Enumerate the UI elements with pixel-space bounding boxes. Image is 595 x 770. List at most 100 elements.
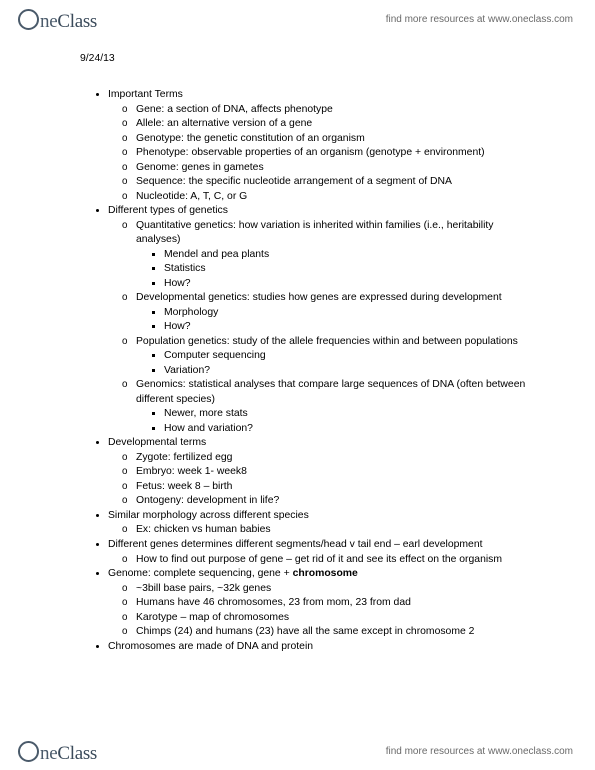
outline-item: Genome: genes in gametes bbox=[136, 161, 540, 175]
outline-level-3: Computer sequencing Variation? bbox=[136, 349, 540, 378]
footer-bar: neClass find more resources at www.onecl… bbox=[0, 732, 595, 770]
outline-item-text: Humans have 46 chromosomes, 23 from mom,… bbox=[136, 597, 411, 608]
outline-item-text: Embryo: week 1- week8 bbox=[136, 466, 247, 477]
outline-item-text: Variation? bbox=[164, 365, 210, 376]
document-body: 9/24/13 Important Terms Gene: a section o… bbox=[80, 52, 540, 654]
logo-text-light: ne bbox=[40, 11, 57, 32]
outline-item-text: How and variation? bbox=[164, 423, 253, 434]
outline-item: How? bbox=[164, 277, 540, 291]
header-tagline: find more resources at www.oneclass.com bbox=[386, 14, 573, 25]
logo-text-footer: neClass bbox=[40, 743, 97, 765]
outline-item-text: Developmental terms bbox=[108, 437, 206, 448]
outline-item: Genomics: statistical analyses that comp… bbox=[136, 378, 540, 435]
document-date: 9/24/13 bbox=[80, 52, 540, 66]
outline-item-text: Quantitative genetics: how variation is … bbox=[136, 220, 494, 245]
outline-item-text: Genomics: statistical analyses that comp… bbox=[136, 379, 525, 404]
outline-level-2: Zygote: fertilized egg Embryo: week 1- we… bbox=[108, 451, 540, 509]
outline-item: Chromosomes are made of DNA and protein bbox=[108, 640, 540, 654]
outline-item: Variation? bbox=[164, 364, 540, 378]
outline-item: Chimps (24) and humans (23) have all the… bbox=[136, 625, 540, 639]
outline-item: How to find out purpose of gene – get ri… bbox=[136, 553, 540, 567]
outline-item: Important Terms Gene: a section of DNA, a… bbox=[108, 88, 540, 204]
outline-item-text: Zygote: fertilized egg bbox=[136, 452, 232, 463]
outline-item: Different genes determines different seg… bbox=[108, 538, 540, 567]
outline-item: Genotype: the genetic constitution of an… bbox=[136, 132, 540, 146]
outline-item-text: Morphology bbox=[164, 307, 218, 318]
outline-item-text: Developmental genetics: studies how gene… bbox=[136, 292, 502, 303]
outline-item-text: How? bbox=[164, 278, 191, 289]
outline-item-text: Fetus: week 8 – birth bbox=[136, 481, 232, 492]
outline-item-text: Statistics bbox=[164, 263, 206, 274]
outline-item: Mendel and pea plants bbox=[164, 248, 540, 262]
logo-text-light-footer: ne bbox=[40, 743, 57, 764]
outline-item: Zygote: fertilized egg bbox=[136, 451, 540, 465]
logo-circle-icon bbox=[18, 9, 39, 30]
outline-item: Different types of genetics Quantitative … bbox=[108, 204, 540, 435]
outline-item-text: Sequence: the specific nucleotide arrang… bbox=[136, 176, 452, 187]
outline-item-text: Chimps (24) and humans (23) have all the… bbox=[136, 626, 474, 637]
outline-item: Genome: complete sequencing, gene + chro… bbox=[108, 567, 540, 639]
outline-item-text: ~3bill base pairs, ~32k genes bbox=[136, 583, 271, 594]
outline-item: Nucleotide: A, T, C, or G bbox=[136, 190, 540, 204]
outline-item-text: Important Terms bbox=[108, 89, 183, 100]
outline-item: Population genetics: study of the allele… bbox=[136, 335, 540, 378]
outline-level-2: Quantitative genetics: how variation is … bbox=[108, 219, 540, 436]
outline-item-text: Genome: genes in gametes bbox=[136, 162, 264, 173]
outline-item-text: Ontogeny: development in life? bbox=[136, 495, 279, 506]
brand-logo: neClass bbox=[18, 6, 97, 33]
outline-item-text: Different types of genetics bbox=[108, 205, 228, 216]
outline-item-text: Genotype: the genetic constitution of an… bbox=[136, 133, 365, 144]
outline-item-text: How? bbox=[164, 321, 191, 332]
outline-item-text: Ex: chicken vs human babies bbox=[136, 524, 271, 535]
outline-item: Gene: a section of DNA, affects phenotyp… bbox=[136, 103, 540, 117]
outline-item: How? bbox=[164, 320, 540, 334]
brand-logo-footer: neClass bbox=[18, 738, 97, 765]
outline-item: Morphology bbox=[164, 306, 540, 320]
outline-item: How and variation? bbox=[164, 422, 540, 436]
outline-item: Allele: an alternative version of a gene bbox=[136, 117, 540, 131]
outline-item-text: Phenotype: observable properties of an o… bbox=[136, 147, 485, 158]
logo-text-bold-footer: Class bbox=[57, 743, 97, 764]
outline-item: Fetus: week 8 – birth bbox=[136, 480, 540, 494]
outline-item-text: Karotype – map of chromosomes bbox=[136, 612, 289, 623]
outline-level-3: Newer, more stats How and variation? bbox=[136, 407, 540, 436]
outline-item-text: Population genetics: study of the allele… bbox=[136, 336, 518, 347]
outline-item: Karotype – map of chromosomes bbox=[136, 611, 540, 625]
outline-item-text: Chromosomes are made of DNA and protein bbox=[108, 641, 313, 652]
outline-level-3: Morphology How? bbox=[136, 306, 540, 335]
logo-text: neClass bbox=[40, 11, 97, 33]
outline-item-text: Computer sequencing bbox=[164, 350, 266, 361]
outline-level-2: ~3bill base pairs, ~32k genes Humans have… bbox=[108, 582, 540, 640]
outline-item-text: Different genes determines different seg… bbox=[108, 539, 482, 550]
outline-root: Important Terms Gene: a section of DNA, a… bbox=[80, 88, 540, 654]
logo-text-bold: Class bbox=[57, 11, 97, 32]
outline-item: Similar morphology across different spec… bbox=[108, 509, 540, 538]
outline-item: Computer sequencing bbox=[164, 349, 540, 363]
outline-item: Embryo: week 1- week8 bbox=[136, 465, 540, 479]
outline-item: Phenotype: observable properties of an o… bbox=[136, 146, 540, 160]
outline-item: Newer, more stats bbox=[164, 407, 540, 421]
outline-item: ~3bill base pairs, ~32k genes bbox=[136, 582, 540, 596]
logo-circle-icon bbox=[18, 741, 39, 762]
outline-item-text: How to find out purpose of gene – get ri… bbox=[136, 554, 502, 565]
outline-item: Developmental terms Zygote: fertilized eg… bbox=[108, 436, 540, 508]
outline-item-text: Nucleotide: A, T, C, or G bbox=[136, 191, 247, 202]
outline-item: Statistics bbox=[164, 262, 540, 276]
outline-level-2: Ex: chicken vs human babies bbox=[108, 523, 540, 537]
outline-item-text: Mendel and pea plants bbox=[164, 249, 269, 260]
outline-item: Ontogeny: development in life? bbox=[136, 494, 540, 508]
outline-item-text: Similar morphology across different spec… bbox=[108, 510, 309, 521]
outline-item: Ex: chicken vs human babies bbox=[136, 523, 540, 537]
outline-item: Sequence: the specific nucleotide arrang… bbox=[136, 175, 540, 189]
outline-item: Quantitative genetics: how variation is … bbox=[136, 219, 540, 291]
outline-level-3: Mendel and pea plants Statistics How? bbox=[136, 248, 540, 291]
header-bar: neClass find more resources at www.onecl… bbox=[0, 0, 595, 38]
outline-item-text: Newer, more stats bbox=[164, 408, 248, 419]
footer-tagline: find more resources at www.oneclass.com bbox=[386, 746, 573, 757]
outline-item: Humans have 46 chromosomes, 23 from mom,… bbox=[136, 596, 540, 610]
outline-item-text: Genome: complete sequencing, gene + chro… bbox=[108, 568, 358, 579]
outline-item: Developmental genetics: studies how gene… bbox=[136, 291, 540, 334]
outline-level-2: How to find out purpose of gene – get ri… bbox=[108, 553, 540, 567]
outline-level-2: Gene: a section of DNA, affects phenotyp… bbox=[108, 103, 540, 204]
outline-item-text: Allele: an alternative version of a gene bbox=[136, 118, 312, 129]
